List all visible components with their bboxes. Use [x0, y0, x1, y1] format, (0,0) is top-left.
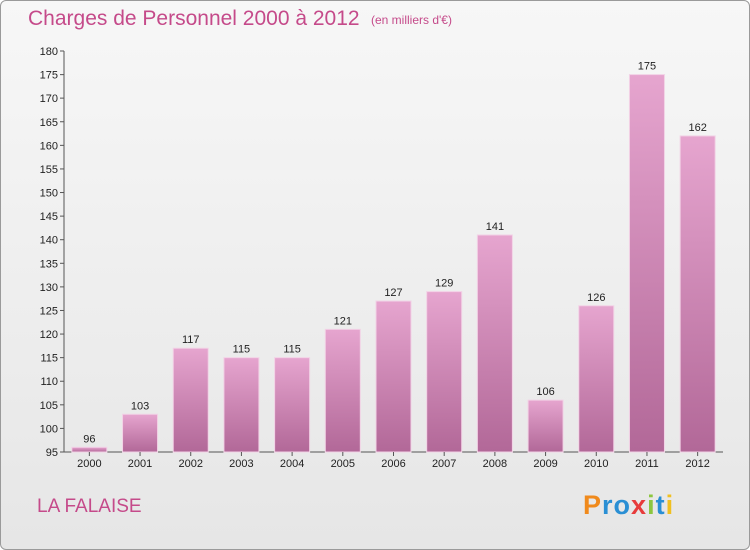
- x-tick-label-2004: 2004: [280, 458, 304, 470]
- value-label-2006: 127: [384, 287, 402, 299]
- bar-2010: [578, 305, 615, 453]
- value-label-2011: 175: [638, 61, 656, 73]
- value-label-2000: 96: [83, 433, 95, 445]
- y-tick-label: 155: [40, 164, 58, 176]
- x-tick-label-2011: 2011: [635, 458, 659, 470]
- bar-2001: [122, 413, 159, 453]
- y-tick-label: 125: [40, 305, 58, 317]
- bar-2002: [172, 347, 209, 453]
- value-label-2008: 141: [486, 221, 504, 233]
- y-tick-label: 100: [40, 423, 58, 435]
- value-label-2012: 162: [688, 122, 706, 134]
- value-label-2010: 126: [587, 292, 605, 304]
- y-tick-label: 95: [46, 447, 58, 459]
- y-tick-label: 175: [40, 70, 58, 82]
- value-label-2001: 103: [131, 400, 149, 412]
- x-tick-label-2005: 2005: [331, 458, 355, 470]
- y-tick-label: 170: [40, 93, 58, 105]
- bar-2009: [527, 399, 564, 453]
- value-label-2009: 106: [536, 386, 554, 398]
- bar-2012: [679, 135, 716, 453]
- y-tick-label: 110: [40, 376, 58, 388]
- value-label-2005: 121: [334, 315, 352, 327]
- x-tick-label-2009: 2009: [533, 458, 557, 470]
- place-name: LA FALAISE: [37, 496, 142, 517]
- bar-2003: [223, 357, 260, 453]
- y-tick-label: 165: [40, 117, 58, 129]
- y-tick-label: 135: [40, 258, 58, 270]
- value-label-2004: 115: [283, 344, 301, 356]
- chart-title: Charges de Personnel 2000 à 2012: [28, 7, 360, 30]
- y-tick-label: 140: [40, 235, 58, 247]
- x-tick-label-2006: 2006: [381, 458, 405, 470]
- value-label-2003: 115: [233, 344, 251, 356]
- x-tick-label-2007: 2007: [432, 458, 456, 470]
- bar-2000: [71, 446, 108, 453]
- y-tick-label: 115: [40, 353, 58, 365]
- proxiti-logo: Proxiti: [583, 490, 675, 520]
- y-tick-label: 105: [40, 400, 58, 412]
- bar-2011: [628, 74, 665, 453]
- x-tick-label-2003: 2003: [229, 458, 253, 470]
- y-tick-label: 180: [40, 46, 58, 58]
- bar-2004: [274, 357, 311, 453]
- x-tick-label-2002: 2002: [178, 458, 202, 470]
- x-tick-label-2010: 2010: [584, 458, 608, 470]
- y-tick-label: 120: [40, 329, 58, 341]
- bar-2005: [324, 328, 361, 453]
- chart-subtitle: (en milliers d'€): [371, 13, 452, 27]
- bar-2007: [426, 291, 463, 453]
- y-tick-label: 150: [40, 188, 58, 200]
- x-tick-label-2001: 2001: [128, 458, 152, 470]
- x-tick-label-2000: 2000: [77, 458, 101, 470]
- x-tick-label-2008: 2008: [483, 458, 507, 470]
- y-tick-label: 130: [40, 282, 58, 294]
- x-tick-label-2012: 2012: [685, 458, 709, 470]
- y-tick-label: 145: [40, 211, 58, 223]
- y-tick-label: 160: [40, 140, 58, 152]
- value-label-2002: 117: [182, 334, 200, 346]
- bar-2008: [476, 234, 513, 453]
- value-label-2007: 129: [435, 278, 453, 290]
- bar-2006: [375, 300, 412, 453]
